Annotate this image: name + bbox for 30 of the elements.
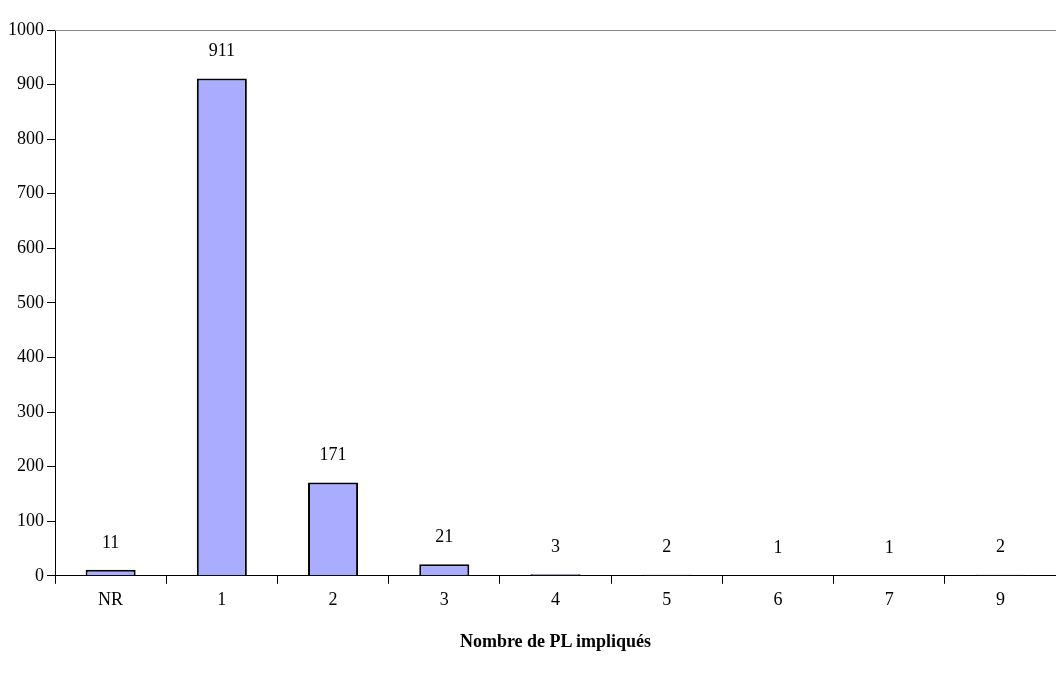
data-label: 1 [773,536,783,557]
y-tick-label: 200 [17,455,44,476]
x-tick-label: 6 [773,589,783,610]
data-label: 171 [319,444,347,465]
x-tick-label: 7 [884,589,894,610]
y-tick-label: 800 [17,127,44,148]
x-tick-label: 9 [995,589,1005,610]
y-tick-label: 1000 [8,18,44,39]
data-label: 3 [551,535,560,556]
y-tick-label: 700 [17,182,44,203]
x-tick-label: 5 [662,589,672,610]
data-label: 911 [208,40,236,61]
y-tick-label: 600 [17,237,44,258]
y-tick-label: 900 [17,73,44,94]
x-tick-label: 1 [217,589,227,610]
data-label: 2 [995,536,1005,557]
data-label: 11 [101,531,120,552]
data-label: 1 [884,536,894,557]
y-tick-label: 400 [17,346,44,367]
data-label: 21 [435,526,454,547]
y-tick-label: 500 [17,291,44,312]
x-tick-label: NR [98,589,124,610]
y-tick-label: 100 [17,509,44,530]
x-tick-label: 3 [439,589,449,610]
y-tick-label: 300 [17,400,44,421]
data-label: 2 [662,536,672,557]
x-tick-label: 4 [551,589,560,610]
x-axis-title: Nombre de PL impliqués [459,630,652,651]
y-tick-label: 0 [35,564,44,585]
x-tick-label: 2 [328,589,338,610]
